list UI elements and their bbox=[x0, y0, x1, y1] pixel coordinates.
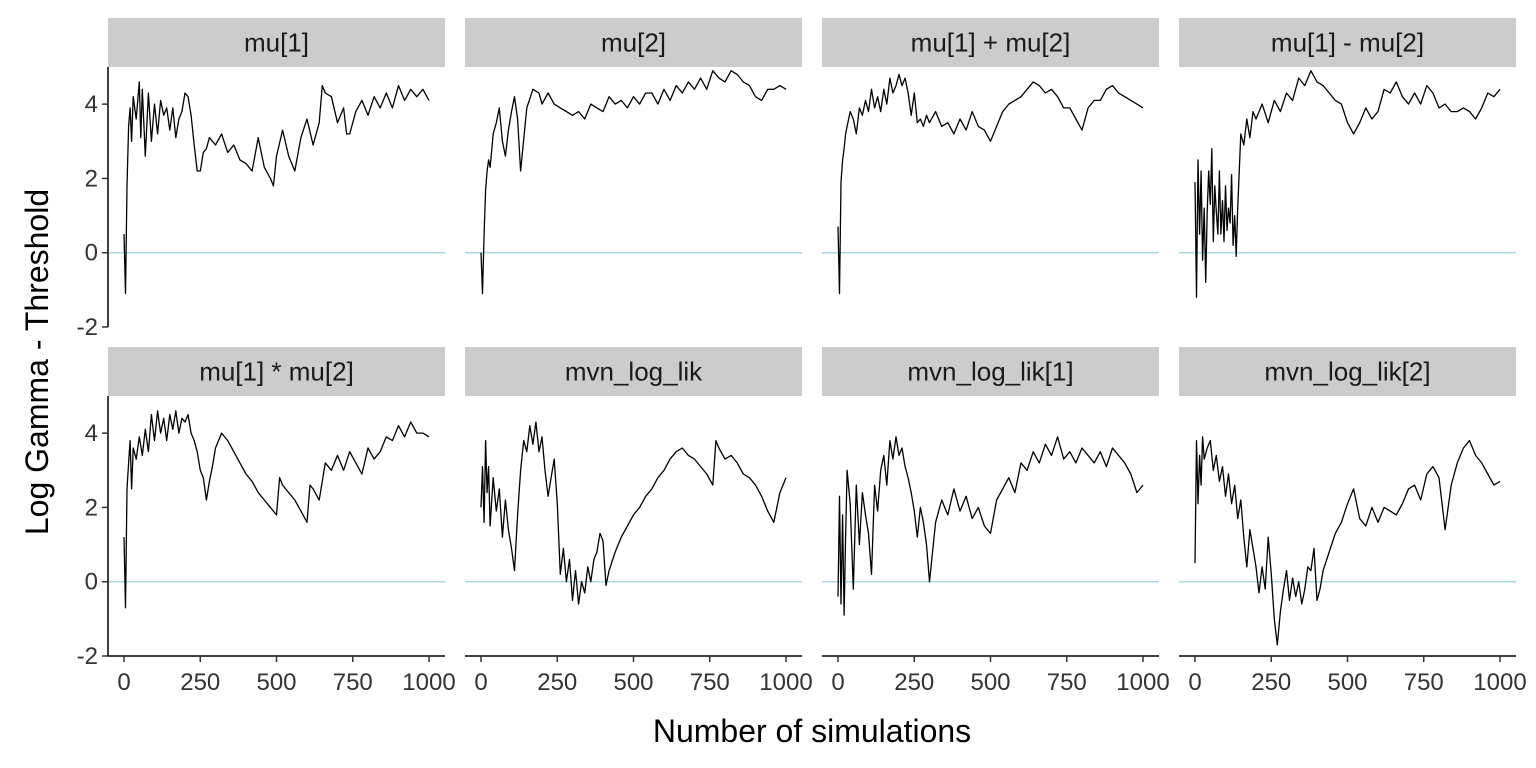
x-tick-label: 500 bbox=[256, 669, 296, 696]
y-tick-label: 0 bbox=[85, 240, 98, 267]
x-tick-label: 0 bbox=[831, 669, 844, 696]
y-tick-label: 2 bbox=[85, 494, 98, 521]
series-line bbox=[1194, 436, 1501, 646]
x-tick-label: 250 bbox=[537, 669, 577, 696]
x-tick-label: 0 bbox=[1188, 669, 1201, 696]
x-tick-label: 250 bbox=[180, 669, 220, 696]
series-line bbox=[480, 70, 787, 295]
y-tick-label: 0 bbox=[85, 569, 98, 596]
series-line bbox=[837, 73, 1144, 295]
series-line bbox=[480, 421, 787, 605]
facet-title: mu[1] - mu[2] bbox=[1271, 28, 1424, 58]
y-tick-label: 2 bbox=[85, 165, 98, 192]
y-tick-label: 4 bbox=[85, 91, 98, 118]
x-axis-title: Number of simulations bbox=[653, 713, 971, 749]
facet-strip bbox=[822, 18, 1159, 67]
y-axis-title: Log Gamma - Threshold bbox=[19, 189, 55, 535]
series-line bbox=[123, 410, 430, 609]
facet-title: mu[1] bbox=[244, 28, 309, 58]
facet-title: mu[1] + mu[2] bbox=[911, 28, 1071, 58]
y-tick-label: -2 bbox=[77, 643, 98, 670]
x-tick-label: 500 bbox=[1327, 669, 1367, 696]
series-line bbox=[837, 436, 1144, 616]
x-tick-label: 750 bbox=[333, 669, 373, 696]
facet-title: mu[2] bbox=[601, 28, 666, 58]
x-tick-label: 750 bbox=[690, 669, 730, 696]
x-tick-label: 500 bbox=[970, 669, 1010, 696]
x-tick-label: 1000 bbox=[759, 669, 812, 696]
x-tick-label: 250 bbox=[894, 669, 934, 696]
x-tick-label: 0 bbox=[117, 669, 130, 696]
facet-strip bbox=[1179, 347, 1516, 396]
facet-strip bbox=[822, 347, 1159, 396]
series-line bbox=[123, 81, 430, 295]
x-tick-label: 1000 bbox=[1473, 669, 1526, 696]
facet-title: mvn_log_lik[1] bbox=[907, 357, 1073, 387]
y-tick-label: 4 bbox=[85, 420, 98, 447]
x-tick-label: 750 bbox=[1404, 669, 1444, 696]
facet-title: mvn_log_lik[2] bbox=[1264, 357, 1430, 387]
series-line bbox=[1194, 70, 1501, 298]
facet-strip bbox=[1179, 18, 1516, 67]
x-tick-label: 0 bbox=[474, 669, 487, 696]
facet-title: mu[1] * mu[2] bbox=[199, 357, 354, 387]
x-tick-label: 250 bbox=[1251, 669, 1291, 696]
facet-strip bbox=[108, 347, 445, 396]
x-tick-label: 500 bbox=[613, 669, 653, 696]
x-tick-label: 750 bbox=[1047, 669, 1087, 696]
x-tick-label: 1000 bbox=[402, 669, 455, 696]
y-tick-label: -2 bbox=[77, 314, 98, 341]
facet-strip bbox=[465, 347, 802, 396]
facet-strip bbox=[465, 18, 802, 67]
facet-strip bbox=[108, 18, 445, 67]
facet-title: mvn_log_lik bbox=[565, 357, 703, 387]
x-tick-label: 1000 bbox=[1116, 669, 1169, 696]
